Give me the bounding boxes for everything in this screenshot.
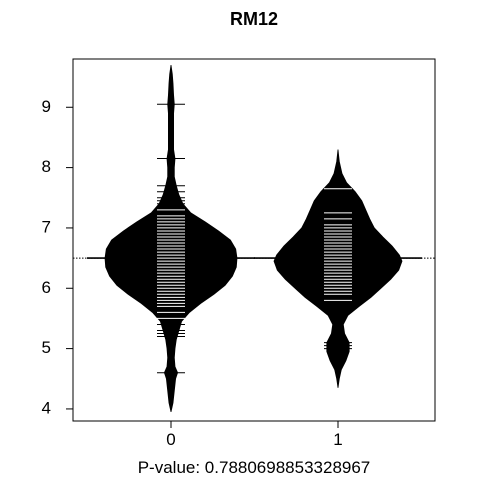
bean-0: [104, 64, 238, 412]
plot-frame: [72, 58, 436, 422]
y-tick-label: 7: [42, 217, 51, 236]
bean-1: [273, 149, 403, 388]
y-tick-label: 4: [42, 398, 51, 417]
plot-area: [73, 64, 435, 412]
x-tick-label: 0: [166, 430, 175, 449]
y-tick-label: 9: [42, 97, 51, 116]
axes: 4 5 6 7 8 9 0 1: [42, 97, 343, 449]
y-tick-label: 6: [42, 278, 51, 297]
y-tick-label: 8: [42, 157, 51, 176]
chart-title: RM12: [230, 9, 278, 29]
x-tick-label: 1: [333, 430, 342, 449]
x-axis-label: P-value: 0.7880698853328967: [138, 458, 371, 477]
y-tick-label: 5: [42, 338, 51, 357]
